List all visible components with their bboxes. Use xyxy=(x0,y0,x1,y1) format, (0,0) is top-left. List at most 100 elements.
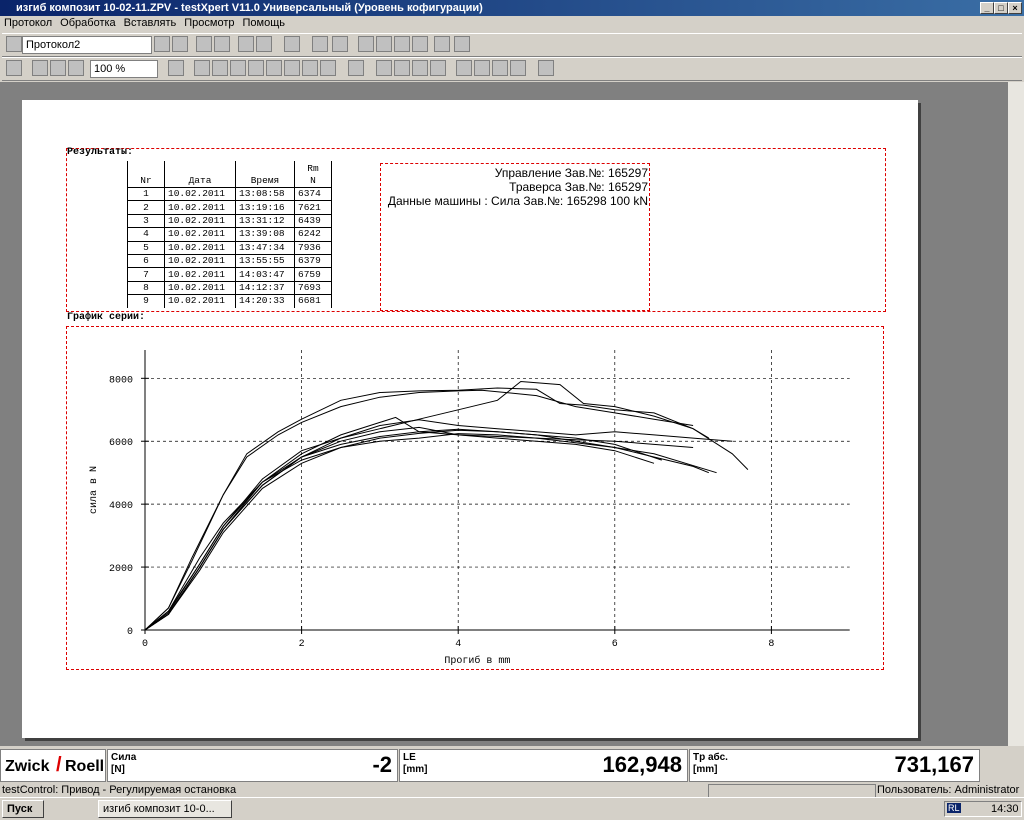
toolbar-button[interactable] xyxy=(394,36,410,52)
table-cell: 9 xyxy=(127,294,165,308)
protocol-combo[interactable]: Протокол2 xyxy=(22,36,152,54)
readout-label: Сила [N] xyxy=(111,752,136,776)
table-header-cell: Rm N xyxy=(294,161,332,188)
toolbar-button[interactable] xyxy=(412,60,428,76)
table-cell: 13:31:12 xyxy=(235,214,295,228)
status-user: Пользователь: Administrator xyxy=(877,784,1020,796)
minimize-button[interactable]: _ xyxy=(980,2,994,14)
toolbar-button[interactable] xyxy=(212,60,228,76)
toolbar-button[interactable] xyxy=(284,36,300,52)
table-row: 7 10.02.2011 14:03:47 6759 xyxy=(127,267,332,282)
logo-slash: / xyxy=(56,754,62,776)
toolbar-button[interactable] xyxy=(492,60,508,76)
header-text: Время xyxy=(250,175,280,186)
progress-field xyxy=(708,784,876,798)
start-button[interactable]: Пуск xyxy=(2,800,44,818)
logo-text: Roell xyxy=(65,758,105,775)
y-axis-label: сила в N xyxy=(89,466,100,514)
table-header-cell: Дата xyxy=(164,161,236,188)
table-cell: 6439 xyxy=(294,214,332,228)
x-axis-label: Прогиб в mm xyxy=(444,654,510,667)
task-label: изгиб композит 10-0... xyxy=(103,803,215,815)
machine-line: Траверса Зав.№: 165297 xyxy=(509,180,648,194)
toolbar-button[interactable] xyxy=(332,36,348,52)
toolbar-button[interactable] xyxy=(454,36,470,52)
lang-indicator[interactable]: RL xyxy=(947,803,961,813)
table-cell: 6759 xyxy=(294,267,332,282)
table-cell: 7 xyxy=(127,267,165,282)
menu-item[interactable]: Просмотр xyxy=(184,17,235,29)
table-cell: 7693 xyxy=(294,281,332,295)
close-button[interactable]: × xyxy=(1008,2,1022,14)
toolbar-button[interactable] xyxy=(358,36,374,52)
x-tick-label: 6 xyxy=(612,639,618,650)
toolbar-button[interactable] xyxy=(168,60,184,76)
scrollbar[interactable] xyxy=(1008,82,1024,746)
readout-name: Tp абс. xyxy=(693,752,728,763)
task-button[interactable]: изгиб композит 10-0... xyxy=(98,800,232,818)
toolbar-button[interactable] xyxy=(430,60,446,76)
toolbar-button[interactable] xyxy=(68,60,84,76)
series-line xyxy=(144,380,749,631)
readout-label: LE [mm] xyxy=(403,752,427,776)
toolbar-button[interactable] xyxy=(510,60,526,76)
logo-box: Zwick / Roell xyxy=(0,749,106,782)
table-row: 5 10.02.2011 13:47:34 7936 xyxy=(127,241,332,255)
toolbar-button[interactable] xyxy=(172,36,188,52)
results-table-container: Nr Дата Время Rm N 1 10.02.2011 13:08:58 6374 2 10… xyxy=(127,161,332,308)
toolbar-button[interactable] xyxy=(230,60,246,76)
toolbar-button[interactable] xyxy=(50,60,66,76)
toolbar-button[interactable] xyxy=(214,36,230,52)
x-tick-label: 2 xyxy=(299,639,305,650)
start-label: Пуск xyxy=(7,803,33,815)
table-cell: 8 xyxy=(127,281,165,295)
table-cell: 6379 xyxy=(294,254,332,268)
menu-item[interactable]: Вставлять xyxy=(123,17,177,29)
readout: Tp абс. [mm] 731,167 xyxy=(689,749,980,782)
y-tick-label: 2000 xyxy=(109,564,133,575)
table-cell: 6374 xyxy=(294,187,332,201)
readout: Сила [N] -2 xyxy=(107,749,398,782)
menu-item[interactable]: Протокол xyxy=(4,17,53,29)
toolbar-button[interactable] xyxy=(284,60,300,76)
toolbar-button[interactable] xyxy=(312,36,328,52)
toolbar-button[interactable] xyxy=(348,60,364,76)
header-text: Nr xyxy=(140,175,152,186)
table-cell: 1 xyxy=(127,187,165,201)
toolbar-button[interactable] xyxy=(256,36,272,52)
toolbar-button[interactable] xyxy=(434,36,450,52)
toolbar-button[interactable] xyxy=(266,60,282,76)
readout-unit: [N] xyxy=(111,764,125,775)
menu-item[interactable]: Помощь xyxy=(242,17,286,29)
machine-line: Управление Зав.№: 165297 xyxy=(494,166,648,180)
table-row: 2 10.02.2011 13:19:16 7621 xyxy=(127,200,332,215)
chart: 0 2 4 6 8 0 2000 4000 6000 8000 Прогиб в mm сила в … xyxy=(89,350,850,667)
menu-item[interactable]: Обработка xyxy=(60,17,116,29)
toolbar-button[interactable] xyxy=(412,36,428,52)
toolbar-button[interactable] xyxy=(394,60,410,76)
menu-bar: Протокол Обработка Вставлять Просмотр Помощь xyxy=(0,16,289,30)
toolbar-button[interactable] xyxy=(196,36,212,52)
toolbar-button[interactable] xyxy=(320,60,336,76)
toolbar-button[interactable] xyxy=(154,36,170,52)
toolbar-button[interactable] xyxy=(6,60,22,76)
toolbar-button[interactable] xyxy=(456,60,472,76)
toolbar-button[interactable] xyxy=(302,60,318,76)
header-unit: N xyxy=(310,175,316,186)
toolbar-button[interactable] xyxy=(474,60,490,76)
chart-frame xyxy=(66,326,884,670)
toolbar-button[interactable] xyxy=(194,60,210,76)
zoom-combo[interactable]: 100 % xyxy=(90,60,158,78)
table-row: 8 10.02.2011 14:12:37 7693 xyxy=(127,281,332,295)
x-tick-label: 4 xyxy=(455,639,461,650)
toolbar-button[interactable] xyxy=(248,60,264,76)
toolbar-button[interactable] xyxy=(32,60,48,76)
toolbar-button[interactable] xyxy=(6,36,22,52)
toolbar-button[interactable] xyxy=(538,60,554,76)
toolbar-button[interactable] xyxy=(376,60,392,76)
toolbar-button[interactable] xyxy=(238,36,254,52)
section-title: Результаты: xyxy=(67,147,134,158)
toolbar-button[interactable] xyxy=(376,36,392,52)
table-cell: 13:47:34 xyxy=(235,241,295,255)
maximize-button[interactable]: □ xyxy=(994,2,1008,14)
